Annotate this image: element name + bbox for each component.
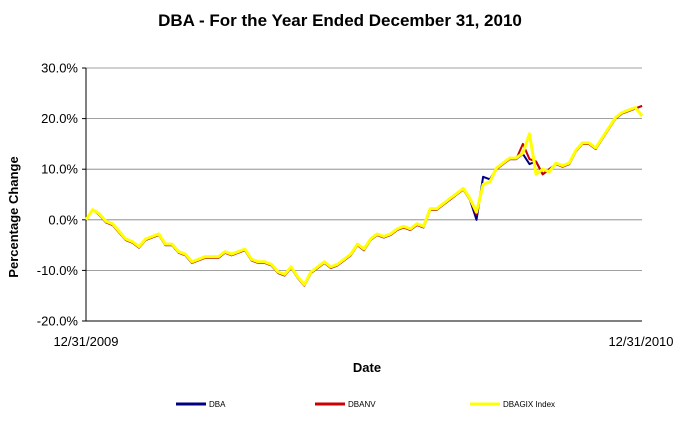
legend-label-dba: DBA [209, 400, 226, 409]
y-tick-label-2: 10.0% [41, 162, 78, 177]
y-tick-labels: 30.0% 20.0% 10.0% 0.0% -10.0% -20.0% [37, 61, 86, 329]
x-axis-label: Date [353, 360, 381, 375]
series-line-dbagix-index [84, 106, 644, 287]
chart-title: DBA - For the Year Ended December 31, 20… [158, 11, 522, 30]
y-tick-label-4: -10.0% [37, 263, 79, 278]
grid [86, 67, 642, 271]
y-tick-label-3: 0.0% [48, 212, 78, 227]
legend-label-dbanv: DBANV [348, 400, 376, 409]
legend-label-dbagix-index: DBAGIX Index [503, 400, 555, 409]
x-tick-label-start: 12/31/2009 [53, 334, 118, 349]
legend-item-dbagix-index: DBAGIX Index [470, 400, 555, 409]
legend-item-dba: DBA [176, 400, 226, 409]
y-tick-label-5: -20.0% [37, 314, 79, 329]
y-axis-label: Percentage Change [6, 156, 21, 277]
x-tick-label-end: 12/31/2010 [608, 334, 673, 349]
legend: DBA DBANV DBAGIX Index [176, 400, 555, 409]
legend-item-dbanv: DBANV [315, 400, 376, 409]
series-line-dbanv [85, 104, 643, 287]
y-tick-label-0: 30.0% [41, 61, 78, 76]
y-tick-label-1: 20.0% [41, 111, 78, 126]
series-lines [84, 104, 644, 287]
series-line-dba [85, 104, 643, 287]
